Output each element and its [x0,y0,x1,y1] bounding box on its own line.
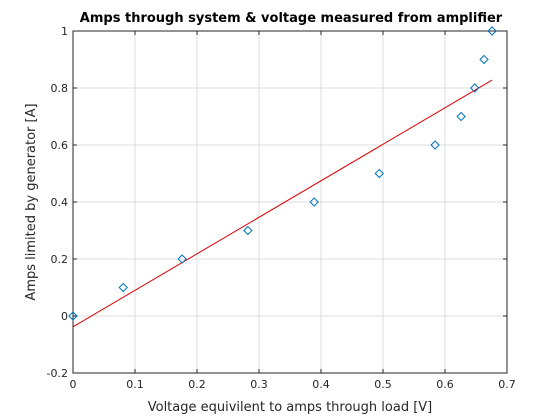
data-point [487,26,497,36]
data-point [309,197,319,207]
y-tick-label: 0.8 [51,82,69,95]
x-axis-label: Voltage equivilent to amps through load … [148,400,433,415]
data-point [470,83,480,93]
data-point [456,111,466,122]
data-point [243,225,253,236]
ticks: 0 0.1 0.2 0.3 0.4 0.5 0.6 0.7-0.200.20.40.60.81 [47,25,516,391]
y-tick-label: 0 [61,310,68,323]
data-point [479,54,489,65]
y-tick-label: 1 [61,25,68,38]
y-tick-label: 0.4 [51,196,69,209]
y-tick-label: 0.2 [51,253,69,266]
x-tick-label: 0.2 [188,378,206,391]
x-tick-label: 0.1 [126,378,144,391]
data-points [68,26,497,321]
y-axis-label: Amps limited by generator [A] [24,103,39,300]
data-point [430,140,440,150]
fit-line [72,79,493,328]
data-point [177,254,187,264]
x-tick-label: 0.6 [436,378,454,391]
x-tick-label: 0.5 [374,378,392,391]
x-tick-label: 0 [70,378,77,391]
data-point [374,168,384,179]
data-point [68,311,78,321]
chart-title: Amps through system & voltage measured f… [80,11,503,26]
y-tick-label: -0.2 [47,367,68,380]
grid [72,30,508,374]
fit-line-layer [72,79,493,328]
x-tick-label: 0.7 [498,378,516,391]
y-tick-label: 0.6 [51,139,69,152]
x-tick-label: 0.3 [250,378,268,391]
x-tick-label: 0.4 [312,378,330,391]
data-point [118,282,128,293]
